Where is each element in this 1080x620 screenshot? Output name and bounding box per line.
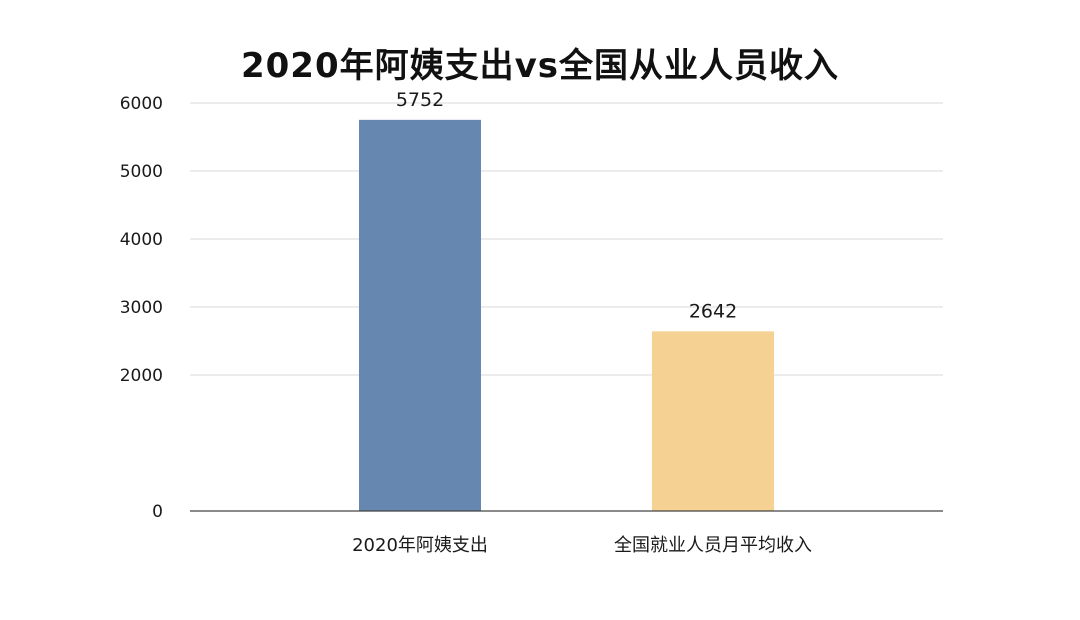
y-tick-label: 0 (152, 502, 163, 522)
y-tick-label: 5000 (120, 162, 163, 182)
bar-1 (359, 119, 481, 511)
y-tick-label: 2000 (120, 366, 163, 386)
data-label-1: 5752 (396, 89, 444, 111)
y-tick-label: 4000 (120, 230, 163, 250)
chart-title: 2020年阿姨支出vs全国从业人员收入 (240, 46, 840, 86)
bars (359, 119, 774, 511)
gridlines (190, 102, 943, 376)
y-tick-label: 6000 (120, 94, 163, 114)
bar-2 (652, 331, 774, 511)
x-axis-categories: 2020年阿姨支出 全国就业人员月平均收入 (352, 535, 812, 556)
data-labels: 5752 2642 (396, 89, 737, 322)
y-tick-label: 3000 (120, 298, 163, 318)
y-axis-ticks: 0 2000 3000 4000 5000 6000 (120, 94, 163, 522)
category-label-2: 全国就业人员月平均收入 (614, 535, 812, 556)
category-label-1: 2020年阿姨支出 (352, 535, 488, 556)
data-label-2: 2642 (689, 300, 737, 322)
